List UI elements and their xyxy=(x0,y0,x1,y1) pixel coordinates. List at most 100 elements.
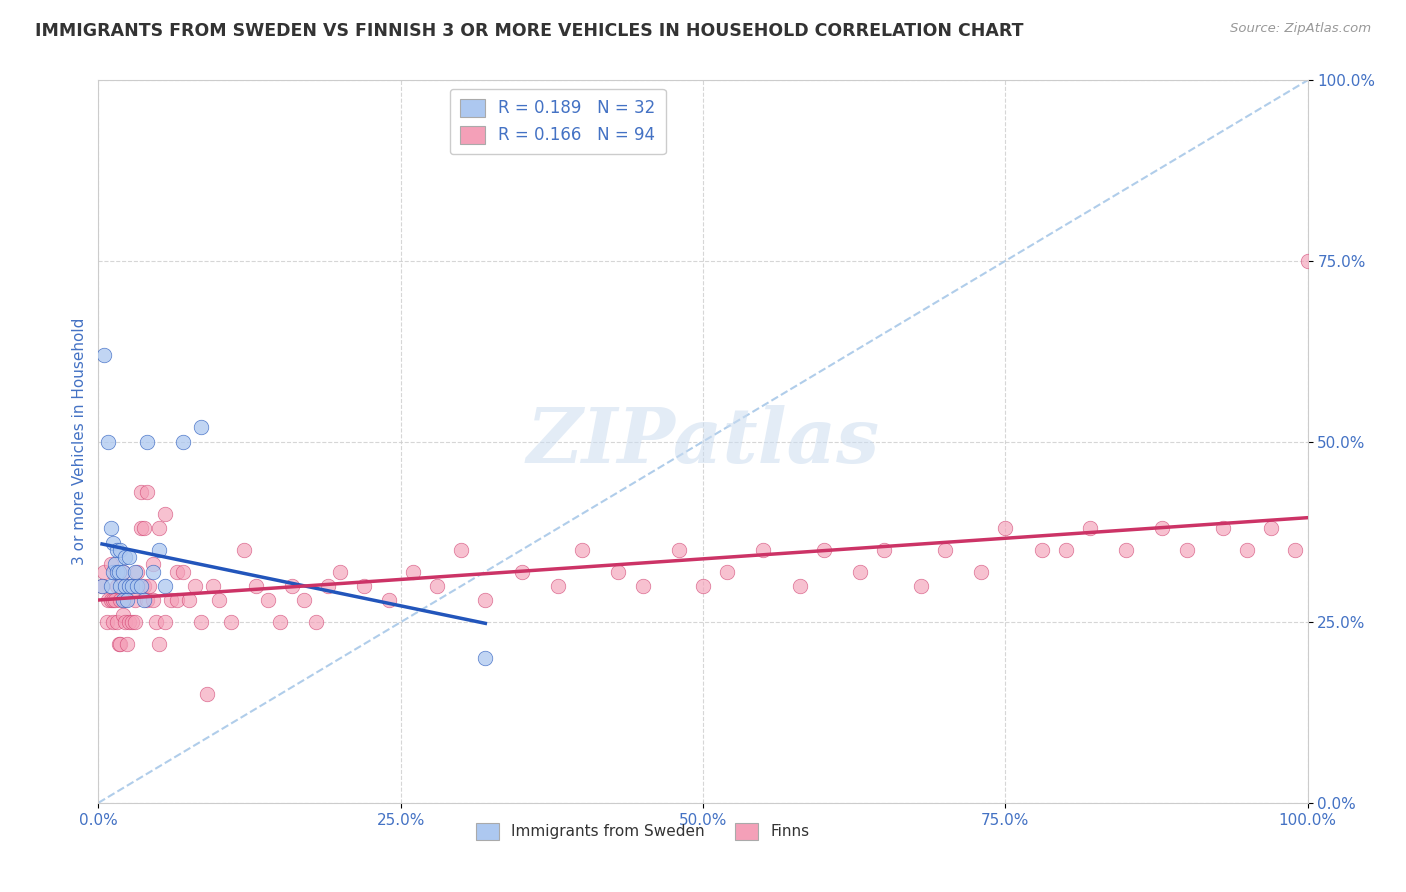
Point xyxy=(134,521,156,535)
Point xyxy=(108,542,131,557)
Point xyxy=(142,558,165,572)
Point xyxy=(108,593,131,607)
Point xyxy=(105,542,128,557)
Point xyxy=(142,565,165,579)
Point xyxy=(510,565,533,579)
Point xyxy=(111,565,134,579)
Point xyxy=(934,542,956,557)
Point xyxy=(1031,542,1053,557)
Point xyxy=(221,615,243,630)
Point xyxy=(148,637,170,651)
Point xyxy=(269,615,291,630)
Point xyxy=(849,565,872,579)
Point xyxy=(1212,521,1234,535)
Point xyxy=(752,542,775,557)
Point xyxy=(281,579,304,593)
Point xyxy=(474,593,496,607)
Point xyxy=(450,542,472,557)
Point xyxy=(1284,542,1306,557)
Point xyxy=(121,579,143,593)
Point xyxy=(292,593,315,607)
Point xyxy=(166,565,188,579)
Point xyxy=(105,565,128,579)
Point xyxy=(1115,542,1137,557)
Point xyxy=(105,579,128,593)
Point xyxy=(108,637,131,651)
Point xyxy=(104,593,127,607)
Point xyxy=(190,615,212,630)
Point xyxy=(118,615,141,630)
Point xyxy=(100,521,122,535)
Point xyxy=(692,579,714,593)
Point xyxy=(97,434,120,449)
Text: IMMIGRANTS FROM SWEDEN VS FINNISH 3 OR MORE VEHICLES IN HOUSEHOLD CORRELATION CH: IMMIGRANTS FROM SWEDEN VS FINNISH 3 OR M… xyxy=(35,22,1024,40)
Point xyxy=(135,485,157,500)
Point xyxy=(118,550,141,565)
Point xyxy=(100,593,122,607)
Point xyxy=(134,593,156,607)
Point xyxy=(117,593,139,607)
Point xyxy=(114,615,136,630)
Point xyxy=(184,579,207,593)
Point xyxy=(1236,542,1258,557)
Point xyxy=(93,348,115,362)
Point xyxy=(101,593,124,607)
Point xyxy=(129,521,152,535)
Point xyxy=(148,521,170,535)
Point xyxy=(129,579,152,593)
Point xyxy=(256,593,278,607)
Point xyxy=(111,593,134,607)
Point xyxy=(1078,521,1101,535)
Point xyxy=(108,579,131,593)
Point xyxy=(118,579,141,593)
Point xyxy=(108,565,131,579)
Y-axis label: 3 or more Vehicles in Household: 3 or more Vehicles in Household xyxy=(72,318,87,566)
Point xyxy=(190,420,212,434)
Text: ZIPatlas: ZIPatlas xyxy=(526,405,880,478)
Point xyxy=(124,593,146,607)
Point xyxy=(111,565,134,579)
Point xyxy=(1296,253,1319,268)
Point xyxy=(121,615,143,630)
Point xyxy=(118,579,141,593)
Point xyxy=(668,542,690,557)
Point xyxy=(96,615,118,630)
Point xyxy=(195,687,218,701)
Point xyxy=(232,542,254,557)
Point xyxy=(124,615,146,630)
Point xyxy=(138,579,160,593)
Point xyxy=(101,615,124,630)
Point xyxy=(402,565,425,579)
Point xyxy=(129,485,152,500)
Point xyxy=(104,558,127,572)
Point xyxy=(93,565,115,579)
Point xyxy=(127,579,149,593)
Point xyxy=(474,651,496,665)
Point xyxy=(153,579,176,593)
Point xyxy=(994,521,1017,535)
Point xyxy=(111,607,134,622)
Point xyxy=(179,593,201,607)
Point xyxy=(631,579,654,593)
Point xyxy=(101,565,124,579)
Legend: Immigrants from Sweden, Finns: Immigrants from Sweden, Finns xyxy=(470,817,815,846)
Point xyxy=(202,579,225,593)
Point xyxy=(910,579,932,593)
Point xyxy=(377,593,399,607)
Point xyxy=(716,565,738,579)
Point xyxy=(101,535,124,549)
Point xyxy=(127,565,149,579)
Point xyxy=(100,558,122,572)
Point xyxy=(124,565,146,579)
Point xyxy=(153,615,176,630)
Point xyxy=(208,593,231,607)
Point xyxy=(114,593,136,607)
Point xyxy=(607,565,630,579)
Point xyxy=(108,637,131,651)
Point xyxy=(142,593,165,607)
Point xyxy=(114,550,136,565)
Point xyxy=(114,579,136,593)
Point xyxy=(970,565,993,579)
Point xyxy=(305,615,328,630)
Point xyxy=(148,542,170,557)
